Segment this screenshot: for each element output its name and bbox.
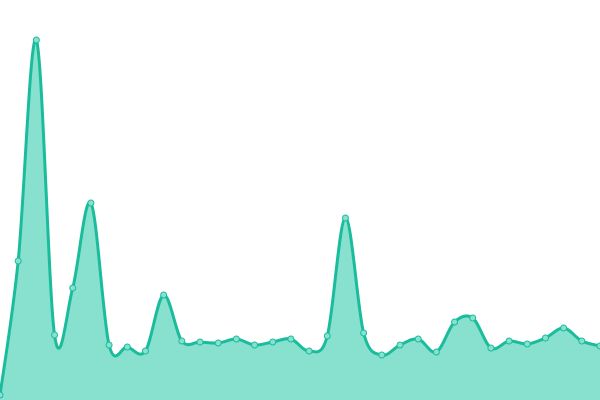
data-point xyxy=(305,347,313,355)
data-point xyxy=(487,344,495,352)
data-point xyxy=(578,337,586,345)
data-point xyxy=(69,284,77,292)
data-point xyxy=(105,341,113,349)
data-point xyxy=(178,337,186,345)
data-point xyxy=(541,334,549,342)
data-point xyxy=(32,36,40,44)
data-point xyxy=(269,338,277,346)
data-point xyxy=(160,291,168,299)
data-point xyxy=(141,347,149,355)
data-point xyxy=(232,335,240,343)
data-point xyxy=(287,335,295,343)
data-point xyxy=(505,337,513,345)
data-point xyxy=(251,341,259,349)
area-fill xyxy=(0,39,600,400)
data-point xyxy=(560,324,568,332)
data-point xyxy=(523,340,531,348)
data-point xyxy=(323,332,331,340)
data-point xyxy=(87,199,95,207)
data-point xyxy=(451,318,459,326)
data-point xyxy=(396,341,404,349)
data-point xyxy=(14,257,22,265)
data-point xyxy=(378,351,386,359)
data-point xyxy=(469,314,477,322)
data-point xyxy=(596,342,600,350)
data-point xyxy=(360,329,368,337)
data-point xyxy=(123,343,131,351)
data-point xyxy=(214,339,222,347)
data-points xyxy=(0,36,600,399)
data-point xyxy=(0,391,4,399)
data-point xyxy=(196,338,204,346)
data-point xyxy=(414,335,422,343)
data-point xyxy=(341,214,349,222)
data-point xyxy=(432,348,440,356)
data-point xyxy=(51,331,59,339)
